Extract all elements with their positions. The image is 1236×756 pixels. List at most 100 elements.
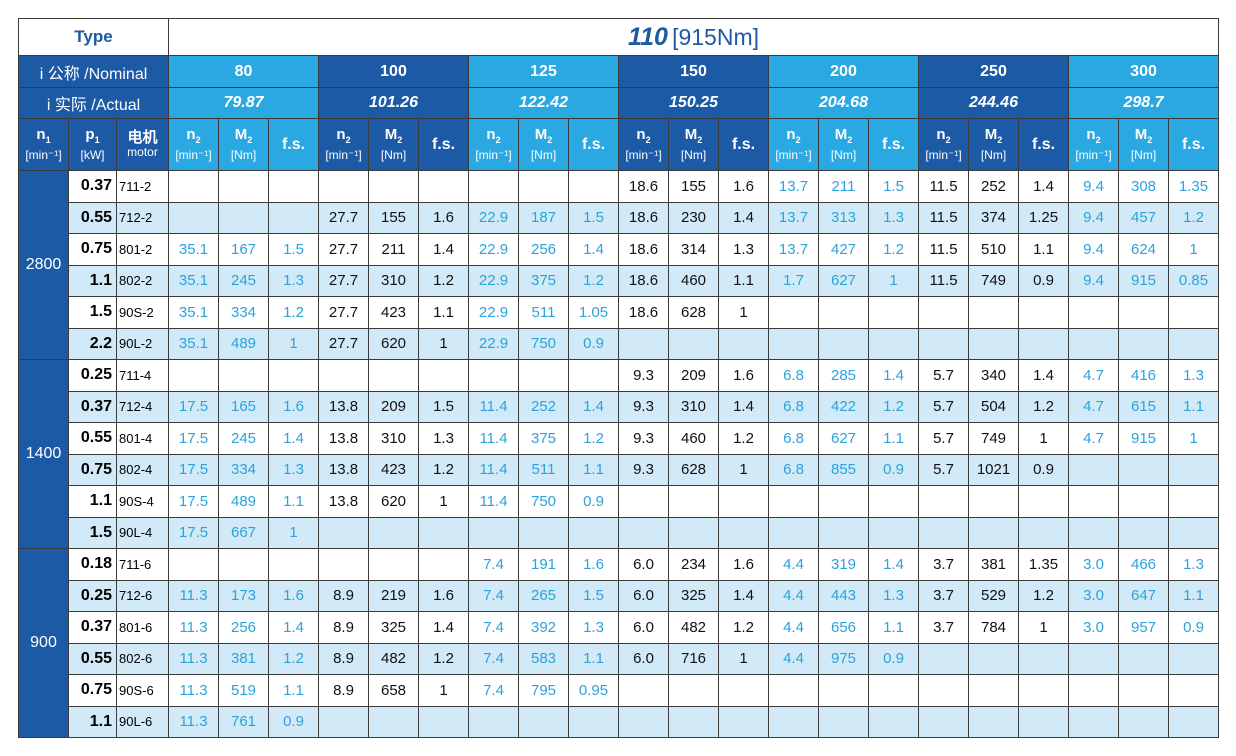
column-header: p1 [kW] — [68, 118, 117, 171]
value-cell — [418, 170, 469, 203]
symbol-subscript: 2 — [645, 135, 651, 145]
value-cell — [968, 642, 1019, 675]
value-cell — [1118, 705, 1169, 738]
column-symbol: f.s. — [570, 137, 618, 153]
motor: 712-2 — [116, 201, 169, 234]
symbol-text: f.s. — [431, 136, 456, 153]
column-unit: [Nm] — [1130, 148, 1157, 162]
value-cell: 256 — [218, 611, 269, 644]
value-cell — [718, 516, 769, 549]
value-cell — [618, 674, 669, 707]
value-cell: 4.4 — [768, 611, 819, 644]
value-cell — [368, 516, 419, 549]
data-row: 0.75 802-4 17.5 334 1.3 13.8 423 1.2 11.4 511 1.1 9… — [19, 453, 1220, 486]
column-header: n2 [min⁻¹] — [768, 118, 819, 171]
value-cell — [618, 705, 669, 738]
value-cell: 1.05 — [568, 296, 619, 329]
value-cell: 310 — [368, 264, 419, 297]
value-cell: 482 — [368, 642, 419, 675]
value-cell: 375 — [518, 264, 569, 297]
column-unit: [min⁻¹] — [475, 148, 512, 162]
column-symbol: M2 — [970, 127, 1018, 148]
value-cell: 35.1 — [168, 296, 219, 329]
symbol-text: f.s. — [731, 136, 756, 153]
value-cell: 334 — [218, 453, 269, 486]
value-cell — [1167, 327, 1220, 360]
value-cell: 443 — [818, 579, 869, 612]
value-cell: 1.1 — [268, 485, 319, 518]
ratio-label: i 公称 /Nominal — [18, 55, 169, 88]
value-cell: 27.7 — [318, 233, 369, 266]
value-cell — [768, 327, 819, 360]
value-cell: 9.4 — [1068, 264, 1119, 297]
value-cell — [1068, 516, 1119, 549]
input-speed: 2800 — [18, 170, 69, 360]
value-cell — [518, 516, 569, 549]
value-cell: 11.5 — [918, 201, 969, 234]
value-cell: 510 — [968, 233, 1019, 266]
symbol-subscript: 2 — [247, 135, 253, 145]
value-cell: 1.5 — [868, 170, 919, 203]
value-cell — [568, 359, 619, 392]
value-cell — [668, 485, 719, 518]
value-cell: 1.3 — [868, 579, 919, 612]
value-cell: 1.6 — [718, 170, 769, 203]
value-cell: 1021 — [968, 453, 1019, 486]
value-cell: 627 — [818, 264, 869, 297]
value-cell: 1.2 — [268, 296, 319, 329]
value-cell: 0.85 — [1167, 264, 1220, 297]
value-cell — [718, 485, 769, 518]
value-cell: 155 — [668, 170, 719, 203]
value-cell: 6.0 — [618, 548, 669, 581]
column-symbol: n2 — [470, 127, 518, 148]
value-cell: 1 — [1167, 233, 1220, 266]
value-cell: 1.2 — [1018, 390, 1069, 423]
value-cell: 4.4 — [768, 579, 819, 612]
data-row: 0.55 802-6 11.3 381 1.2 8.9 482 1.2 7.4 583 1.1 6.0… — [19, 642, 1220, 675]
model-number: 110 — [628, 22, 668, 51]
value-cell: 1.2 — [1167, 201, 1220, 234]
value-cell: 35.1 — [168, 327, 219, 360]
data-row: 0.55 801-4 17.5 245 1.4 13.8 310 1.3 11.4 375 1.2 9… — [19, 422, 1220, 455]
value-cell: 915 — [1118, 264, 1169, 297]
value-cell — [668, 327, 719, 360]
value-cell — [918, 327, 969, 360]
value-cell: 4.7 — [1068, 422, 1119, 455]
value-cell: 13.8 — [318, 453, 369, 486]
value-cell: 18.6 — [618, 201, 669, 234]
value-cell: 22.9 — [468, 233, 519, 266]
value-cell: 13.8 — [318, 485, 369, 518]
symbol-text: n — [786, 126, 796, 143]
value-cell — [668, 516, 719, 549]
column-header: n2 [min⁻¹] — [318, 118, 369, 171]
value-cell: 3.7 — [918, 579, 969, 612]
value-cell: 5.7 — [918, 390, 969, 423]
value-cell: 11.3 — [168, 642, 219, 675]
value-cell: 8.9 — [318, 579, 369, 612]
motor: 90S-4 — [116, 485, 169, 518]
column-symbol: f.s. — [270, 137, 318, 153]
value-cell: 957 — [1118, 611, 1169, 644]
value-cell: 1.6 — [718, 359, 769, 392]
power: 0.55 — [68, 201, 117, 234]
value-cell: 7.4 — [468, 642, 519, 675]
value-cell: 1.4 — [718, 201, 769, 234]
value-cell — [1167, 296, 1220, 329]
symbol-text: n — [636, 126, 646, 143]
value-cell — [768, 296, 819, 329]
value-cell — [1068, 327, 1119, 360]
value-cell: 18.6 — [618, 233, 669, 266]
data-row: 2.2 90L-2 35.1 489 1 27.7 620 1 22.9 750 0.9 — [19, 327, 1220, 360]
value-cell: 191 — [518, 548, 569, 581]
ratio-row: i 公称 /Nominal 80 100 125 150 200 250 300 — [18, 55, 1220, 88]
value-cell: 511 — [518, 453, 569, 486]
value-cell — [568, 170, 619, 203]
header-row: Type 110 [915Nm] — [18, 18, 1220, 56]
value-cell: 615 — [1118, 390, 1169, 423]
symbol-subscript: 2 — [1095, 135, 1101, 145]
power: 0.75 — [68, 674, 117, 707]
value-cell — [1018, 296, 1069, 329]
ratio-value: 125 — [468, 55, 619, 88]
value-cell: 27.7 — [318, 296, 369, 329]
value-cell — [1068, 485, 1119, 518]
